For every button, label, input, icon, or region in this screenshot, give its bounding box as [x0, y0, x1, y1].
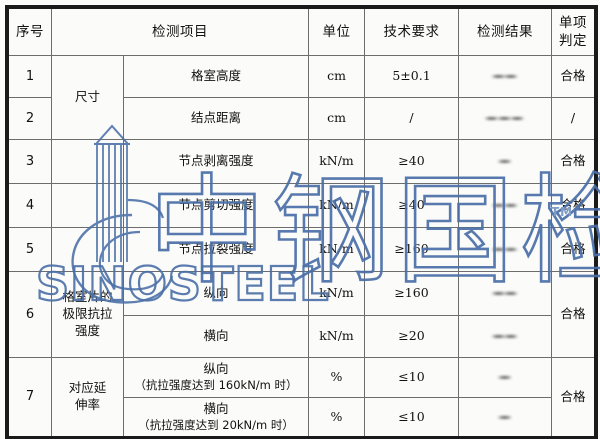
table-row: 横向 （抗拉强度达到 20kN/m 时） % ≤10 ▬ — [8, 397, 596, 438]
cell-item-main: 横向 — [203, 400, 229, 416]
cell-spec: ≥40 — [364, 139, 459, 184]
cell-item-main: 纵向 — [203, 361, 229, 377]
cell-item-condition: （抗拉强度达到 20kN/m 时） — [138, 417, 294, 432]
cell-unit: % — [308, 357, 365, 398]
group-dimension: 尺寸 — [51, 55, 124, 140]
cell-item: 纵向 （抗拉强度达到 160kN/m 时） — [123, 357, 309, 398]
redacted-value: ▬ — [498, 411, 512, 422]
cell-spec: ≤10 — [364, 397, 459, 438]
header-no: 序号 — [7, 7, 52, 56]
group-elongation-line1: 对应延 — [68, 380, 107, 396]
cell-verdict: 合格 — [551, 139, 596, 184]
group-tensile-line1: 格室片的 — [62, 289, 113, 305]
cell-spec: ≤10 — [364, 357, 459, 398]
redacted-value: ▬▬ — [492, 331, 518, 341]
cell-item: 节点剥离强度 — [123, 139, 309, 184]
cell-result: ▬▬ — [458, 315, 552, 358]
cell-no: 7 — [7, 357, 52, 438]
header-unit: 单位 — [308, 7, 365, 56]
cell-result: ▬▬▬ — [458, 97, 552, 140]
table-row: 7 对应延 伸率 纵向 （抗拉强度达到 160kN/m 时） % ≤10 ▬ 合… — [7, 357, 596, 438]
cell-result: ▬▬ — [458, 183, 552, 228]
header-verdict-line1: 单项 — [559, 14, 587, 31]
table-row: 横向 kN/m ≥20 ▬▬ — [8, 315, 596, 358]
group-tensile-line2: 极限抗拉 — [62, 306, 113, 322]
cell-verdict: 合格 — [551, 55, 596, 98]
cell-group-empty — [51, 139, 124, 184]
cell-no: 4 — [7, 183, 52, 228]
cell-spec: ≥40 — [364, 183, 459, 228]
cell-unit: cm — [308, 55, 365, 98]
cell-item: 结点距离 — [123, 97, 309, 140]
group-elongation-line2: 伸率 — [74, 397, 100, 412]
cell-result: ▬▬ — [458, 227, 552, 272]
cell-no: 6 — [7, 271, 52, 358]
cell-result: ▬ — [458, 397, 552, 438]
cell-no: 5 — [7, 227, 52, 272]
cell-unit: kN/m — [308, 139, 365, 184]
redacted-value: ▬▬ — [492, 288, 518, 298]
cell-item: 节点剪切强度 — [123, 183, 309, 228]
cell-spec: ≥160 — [364, 271, 459, 316]
table-row: 4 节点剪切强度 kN/m ≥40 ▬▬ 合格 — [7, 183, 596, 228]
cell-group-empty — [51, 183, 124, 228]
cell-group-empty — [51, 227, 124, 272]
cell-no: 2 — [7, 97, 52, 140]
cell-no: 3 — [7, 139, 52, 184]
cell-unit: kN/m — [308, 271, 365, 316]
cell-verdict: 合格 — [551, 227, 596, 272]
table-header-row: 序号 检测项目 单位 技术要求 检测结果 单项 判定 — [7, 7, 596, 56]
redacted-value: ▬▬ — [492, 71, 518, 81]
cell-unit: kN/m — [308, 315, 365, 358]
inspection-table-container: 序号 检测项目 单位 技术要求 检测结果 单项 判定 1 尺寸 格室高度 cm … — [5, 5, 598, 439]
header-verdict-line2: 判定 — [559, 33, 587, 49]
group-tensile-line3: 强度 — [74, 322, 100, 338]
cell-result: ▬ — [458, 357, 552, 398]
table-row: 2 结点距离 cm / ▬▬▬ / — [7, 97, 596, 140]
table-row: 3 节点剥离强度 kN/m ≥40 ▬ 合格 — [7, 139, 596, 184]
header-item: 检测项目 — [51, 7, 309, 56]
cell-item: 纵向 — [123, 271, 309, 316]
redacted-value: ▬▬ — [492, 244, 518, 254]
cell-item: 格室高度 — [123, 55, 309, 98]
cell-verdict: 合格 — [551, 357, 596, 438]
cell-spec: / — [364, 97, 459, 140]
cell-item: 节点拉裂强度 — [123, 227, 309, 272]
cell-item: 横向 — [123, 315, 309, 358]
cell-result: ▬▬ — [458, 55, 552, 98]
cell-result: ▬ — [458, 139, 552, 184]
cell-item: 横向 （抗拉强度达到 20kN/m 时） — [123, 397, 309, 438]
cell-unit: % — [308, 397, 365, 438]
cell-spec: ≥160 — [364, 227, 459, 272]
table-row: 6 格室片的 极限抗拉 强度 纵向 kN/m ≥160 ▬▬ 合格 — [7, 271, 596, 358]
cell-unit: kN/m — [308, 183, 365, 228]
cell-unit: kN/m — [308, 227, 365, 272]
header-spec: 技术要求 — [364, 7, 459, 56]
cell-verdict: 合格 — [551, 271, 596, 358]
table-row: 5 节点拉裂强度 kN/m ≥160 ▬▬ 合格 — [7, 227, 596, 272]
cell-unit: cm — [308, 97, 365, 140]
cell-spec: 5±0.1 — [364, 55, 459, 98]
table-row: 1 尺寸 格室高度 cm 5±0.1 ▬▬ 合格 — [7, 55, 596, 140]
cell-item-condition: （抗拉强度达到 160kN/m 时） — [134, 378, 298, 393]
header-verdict: 单项 判定 — [551, 7, 596, 56]
cell-spec: ≥20 — [364, 315, 459, 358]
inspection-result-table: 序号 检测项目 单位 技术要求 检测结果 单项 判定 1 尺寸 格室高度 cm … — [5, 5, 598, 439]
cell-no: 1 — [7, 55, 52, 98]
redacted-value: ▬ — [498, 372, 512, 382]
redacted-value: ▬▬ — [492, 200, 518, 210]
redacted-value: ▬ — [498, 156, 512, 166]
group-elongation: 对应延 伸率 — [51, 357, 124, 438]
group-tensile: 格室片的 极限抗拉 强度 — [51, 271, 124, 358]
redacted-value: ▬▬▬ — [485, 113, 525, 123]
cell-result: ▬▬ — [458, 271, 552, 316]
header-result: 检测结果 — [458, 7, 552, 56]
cell-verdict: / — [551, 97, 596, 140]
cell-verdict: 合格 — [551, 183, 596, 228]
